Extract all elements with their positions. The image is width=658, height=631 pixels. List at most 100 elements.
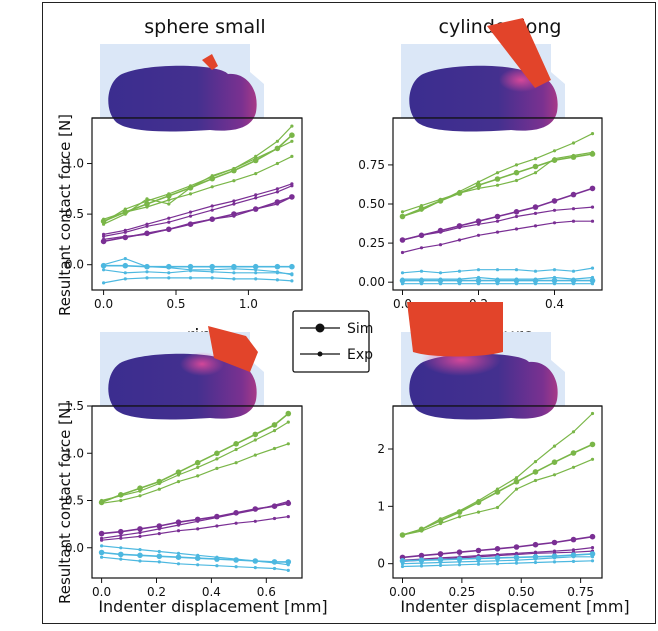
data-point — [232, 277, 236, 281]
data-point — [209, 263, 215, 270]
data-point — [253, 438, 257, 442]
x-tick-label: 0.0 — [393, 297, 412, 311]
data-point — [215, 524, 219, 528]
data-point — [571, 141, 576, 145]
data-point — [552, 268, 557, 272]
data-point — [286, 420, 290, 424]
data-point — [571, 282, 576, 286]
data-point — [252, 263, 259, 270]
data-point — [419, 282, 424, 286]
data-point — [533, 211, 538, 215]
sphere-indenter — [202, 54, 218, 70]
data-point — [476, 510, 481, 514]
y-tick-label: 0 — [377, 557, 385, 571]
legend-box — [292, 310, 370, 373]
data-point — [495, 183, 500, 187]
data-point — [571, 548, 576, 552]
data-point — [533, 551, 538, 555]
data-point — [138, 559, 142, 563]
data-point — [119, 546, 123, 550]
data-point — [215, 555, 219, 559]
data-point — [437, 556, 444, 563]
data-point — [419, 208, 424, 212]
data-point — [210, 204, 214, 208]
data-point — [532, 163, 539, 170]
data-point — [590, 282, 595, 286]
y-tick-label: 0.5 — [65, 207, 84, 221]
data-point — [533, 460, 538, 464]
x-tick-label: 0.75 — [567, 585, 594, 599]
data-point — [419, 233, 424, 237]
data-point — [552, 444, 557, 448]
data-point — [514, 282, 519, 286]
data-point — [176, 562, 181, 566]
data-point — [176, 551, 181, 556]
data-point — [137, 485, 143, 492]
data-point — [438, 271, 443, 275]
data-point — [274, 263, 281, 270]
data-point — [215, 564, 219, 568]
data-point — [254, 277, 258, 281]
data-point — [438, 277, 443, 281]
data-point — [400, 277, 405, 281]
legend: Sim Exp — [292, 310, 373, 373]
data-point — [210, 276, 214, 280]
data-point — [589, 551, 596, 557]
data-point — [513, 478, 520, 485]
data-point — [590, 275, 595, 280]
data-point — [123, 257, 127, 261]
data-point — [514, 558, 519, 562]
data-point — [145, 270, 149, 274]
x-tick-label: 0.4 — [202, 585, 221, 599]
data-point — [475, 555, 482, 562]
data-point — [589, 277, 596, 284]
data-point — [571, 153, 576, 158]
x-tick-label: 0.0 — [92, 585, 111, 599]
data-point — [167, 271, 171, 275]
data-point — [290, 279, 294, 283]
data-point — [418, 552, 425, 559]
data-point — [194, 555, 201, 561]
data-point — [590, 559, 595, 563]
data-point — [214, 450, 220, 457]
data-point — [551, 277, 558, 284]
y-tick-label: 2 — [377, 442, 385, 456]
data-point — [457, 509, 462, 513]
data-point — [533, 269, 538, 273]
data-point — [138, 494, 142, 498]
data-point — [457, 191, 462, 195]
x-tick-label: 0.25 — [449, 585, 476, 599]
data-point — [157, 560, 161, 564]
data-point — [589, 185, 596, 192]
data-point — [210, 270, 214, 274]
data-point — [272, 429, 277, 433]
data-point — [145, 205, 149, 209]
data-point — [400, 533, 405, 537]
y-axis-label-bottom: Resultant contact force [N] — [56, 402, 74, 604]
data-point — [157, 481, 161, 486]
legend-exp-label: Exp — [347, 347, 373, 363]
data-point — [290, 182, 294, 186]
data-point — [196, 527, 200, 531]
data-point — [533, 224, 538, 228]
data-point — [210, 185, 214, 189]
series-line-blue-sim — [103, 264, 292, 268]
data-point — [138, 534, 142, 539]
data-point — [400, 271, 405, 275]
data-point — [495, 562, 500, 566]
data-point — [419, 269, 424, 273]
data-point — [495, 487, 500, 491]
data-point — [419, 204, 424, 208]
data-point — [438, 282, 443, 286]
data-point — [476, 233, 481, 237]
data-point — [167, 216, 171, 220]
legend-sim-marker — [315, 323, 325, 333]
data-point — [571, 219, 576, 223]
data-point — [590, 150, 595, 154]
data-point — [475, 218, 482, 224]
data-point — [532, 204, 539, 210]
data-point — [232, 267, 236, 271]
series-line-blue-exp — [103, 269, 292, 275]
y-tick-label: 0.00 — [358, 275, 385, 289]
data-point — [552, 560, 557, 564]
